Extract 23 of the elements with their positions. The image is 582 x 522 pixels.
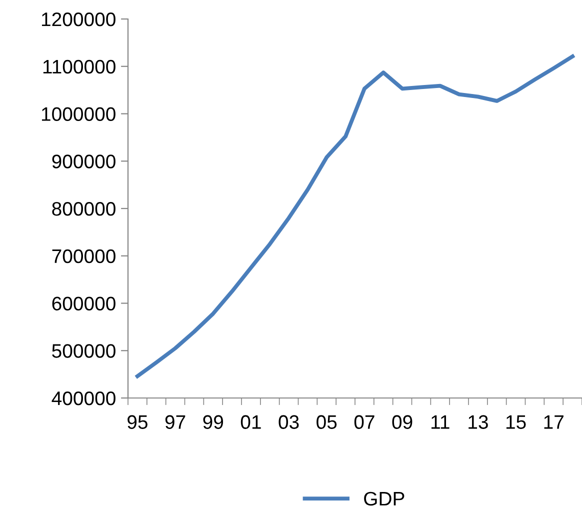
x-tick-label: 17 (544, 415, 564, 429)
y-tick-label: 900000 (52, 154, 116, 168)
y-tick-label: 1200000 (42, 12, 116, 26)
x-tick-label: 13 (468, 415, 488, 429)
x-tick-label: 01 (240, 415, 261, 429)
x-tick-label: 07 (354, 415, 374, 429)
line-series (136, 54, 574, 378)
x-tick-label: 05 (316, 415, 337, 429)
y-tick-label: 1100000 (43, 60, 116, 74)
x-tick-label: 97 (165, 415, 186, 429)
x-tick-label: 99 (203, 415, 224, 429)
x-tick-label: 95 (128, 415, 148, 429)
legend-label: GDP (364, 492, 404, 506)
x-tick-label: 09 (392, 415, 412, 429)
x-tick-label: 15 (506, 415, 526, 429)
y-tick-label: 600000 (52, 296, 116, 310)
y-tick-label: 800000 (52, 202, 116, 216)
y-tick-label: 500000 (52, 344, 116, 358)
y-tick-label: 400000 (52, 391, 116, 406)
y-tick-label: 700000 (52, 249, 116, 264)
x-tick-label: 03 (278, 415, 299, 429)
x-tick-label: 11 (432, 415, 450, 429)
y-tick-label: 1000000 (42, 107, 116, 121)
